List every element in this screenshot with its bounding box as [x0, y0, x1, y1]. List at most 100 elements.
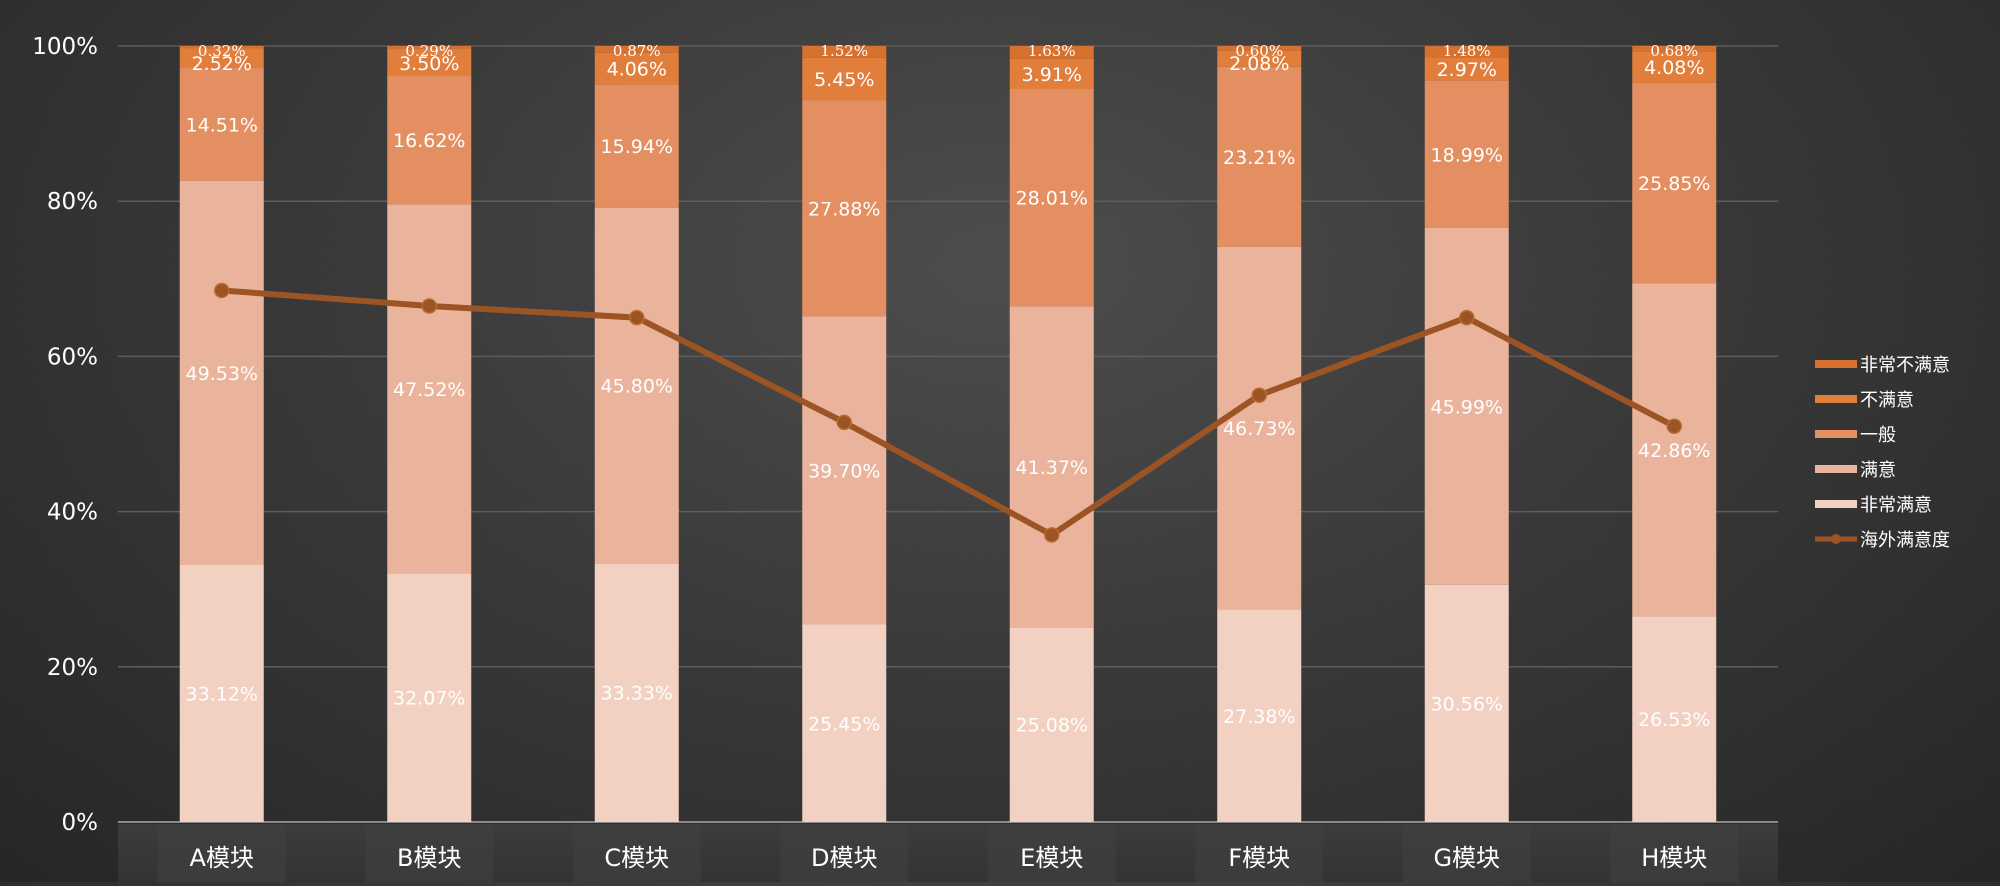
data-label: 0.68%	[1650, 42, 1698, 60]
y-tick-label: 20%	[47, 655, 98, 681]
legend-label: 非常满意	[1860, 495, 1932, 516]
line-point	[1251, 387, 1267, 403]
data-label: 27.38%	[1223, 706, 1295, 728]
x-tick-label: D模块	[811, 844, 877, 872]
data-label: 25.08%	[1016, 715, 1088, 737]
bar-segment	[802, 316, 887, 625]
bar-segment	[594, 52, 679, 85]
x-axis: A模块 B模块 C模块 D模块 E模块 F模块 G模块 H模块	[190, 844, 1708, 872]
y-tick-label: 40%	[47, 500, 98, 526]
data-label: 32.07%	[393, 688, 465, 710]
data-label: 15.94%	[601, 136, 673, 158]
line-point	[1666, 418, 1682, 434]
legend-swatch	[1815, 430, 1857, 438]
data-label: 18.99%	[1431, 144, 1503, 166]
bar-segment	[1217, 46, 1302, 51]
bar-segment	[802, 57, 887, 101]
category-band	[572, 824, 701, 882]
data-label: 28.01%	[1016, 188, 1088, 210]
legend-swatch	[1815, 500, 1857, 508]
data-label: 2.08%	[1229, 53, 1289, 75]
legend-label: 不满意	[1860, 390, 1914, 411]
x-tick-label: B模块	[397, 844, 461, 872]
y-tick-label: 100%	[32, 34, 98, 60]
legend-swatch	[1815, 465, 1857, 473]
data-label: 0.87%	[613, 42, 661, 60]
bar-segment	[179, 564, 264, 822]
bar-segment	[1009, 306, 1094, 628]
data-label: 1.48%	[1443, 42, 1491, 60]
bar-segment	[1424, 227, 1509, 585]
data-label: 1.63%	[1028, 42, 1076, 60]
data-label: 23.21%	[1223, 147, 1295, 169]
bar-segment	[387, 75, 472, 205]
data-label: 1.52%	[820, 42, 868, 60]
bar-segment	[179, 46, 264, 49]
y-tick-label: 0%	[62, 810, 99, 836]
data-label: 42.86%	[1638, 440, 1710, 462]
line-series	[214, 282, 1682, 543]
bar-segment	[179, 180, 264, 565]
bar-segment	[1424, 46, 1509, 58]
data-label: 46.73%	[1223, 418, 1295, 440]
bar-segment	[1632, 46, 1717, 52]
bar-segment	[1217, 609, 1302, 822]
legend-label: 非常不满意	[1860, 355, 1950, 376]
data-label: 2.52%	[192, 53, 252, 75]
y-tick-label: 60%	[47, 344, 98, 370]
legend-label: 一般	[1860, 425, 1896, 446]
legend-swatch	[1815, 395, 1857, 403]
data-label: 25.85%	[1638, 173, 1710, 195]
data-label: 16.62%	[393, 130, 465, 152]
x-tick-label: H模块	[1641, 844, 1707, 872]
bar-segment	[1217, 246, 1302, 610]
bar-segment	[594, 84, 679, 208]
line-series-path	[221, 287, 1676, 538]
bar-segment	[1009, 627, 1094, 822]
bar-segment	[1009, 46, 1094, 59]
x-tick-label: F模块	[1228, 844, 1290, 872]
bar-segment	[802, 100, 887, 317]
y-tick-label: 80%	[47, 189, 98, 215]
data-label: 4.06%	[607, 59, 667, 81]
bar-segment	[387, 46, 472, 49]
line-point	[629, 309, 645, 326]
bar-segment	[1424, 80, 1509, 228]
bar-segment	[594, 207, 679, 564]
data-label: 41.37%	[1016, 457, 1088, 479]
line-point	[421, 298, 437, 314]
data-label: 30.56%	[1431, 693, 1503, 715]
bar-segment	[1632, 82, 1717, 284]
bar-segment	[179, 48, 264, 69]
bar-segment	[387, 48, 472, 76]
data-label: 14.51%	[186, 114, 258, 136]
line-point	[1459, 309, 1475, 326]
data-label: 39.70%	[808, 460, 880, 482]
data-label: 2.97%	[1437, 59, 1497, 81]
data-label: 27.88%	[808, 198, 880, 220]
category-band	[365, 824, 494, 882]
bars	[179, 46, 1717, 822]
legend-swatch	[1815, 360, 1857, 368]
category-band	[780, 824, 909, 882]
data-label: 25.45%	[808, 713, 880, 735]
data-label: 33.12%	[186, 683, 258, 705]
data-label: 33.33%	[601, 683, 673, 705]
bar-segment	[594, 46, 679, 53]
bar-segment	[1009, 58, 1094, 89]
bar-segment	[1632, 283, 1717, 617]
bar-segment	[1217, 66, 1302, 247]
bar-segment	[1632, 51, 1717, 83]
x-tick-label: E模块	[1020, 844, 1083, 872]
category-band	[1610, 824, 1739, 882]
data-label: 0.32%	[198, 42, 246, 60]
data-label: 0.29%	[405, 42, 453, 60]
bar-segment	[179, 68, 264, 181]
data-label: 47.52%	[393, 379, 465, 401]
legend-label: 满意	[1860, 460, 1896, 481]
data-label: 45.80%	[601, 376, 673, 398]
bar-segment	[387, 204, 472, 574]
data-label: 26.53%	[1638, 709, 1710, 731]
